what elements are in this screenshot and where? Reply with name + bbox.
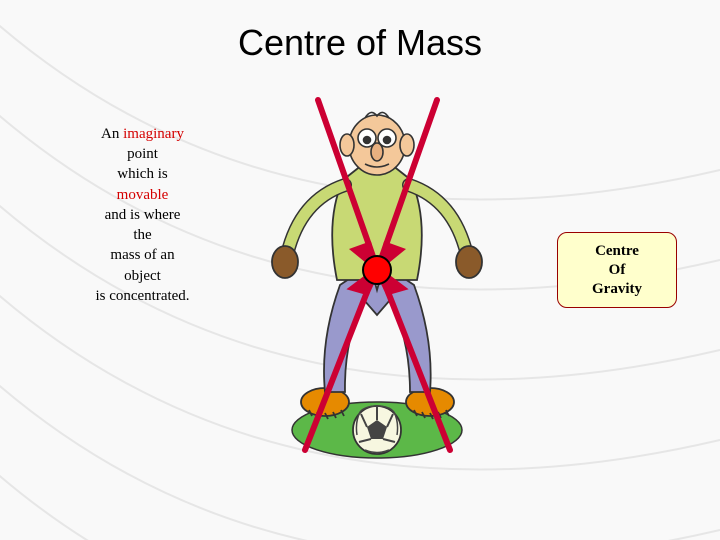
t4: movable bbox=[117, 187, 169, 203]
page-title: Centre of Mass bbox=[0, 22, 720, 64]
goalkeeper-figure bbox=[265, 90, 490, 470]
thought-text: An imaginary point which is movable and … bbox=[95, 124, 189, 306]
t3: which is bbox=[117, 166, 167, 182]
lab1: Centre bbox=[595, 243, 639, 259]
t8: object bbox=[124, 268, 161, 284]
t1a: An bbox=[101, 126, 123, 142]
thought-cloud: An imaginary point which is movable and … bbox=[55, 115, 230, 315]
t1b: imaginary bbox=[123, 126, 184, 142]
t7: mass of an bbox=[110, 247, 174, 263]
lab3: Gravity bbox=[592, 281, 642, 297]
t6: the bbox=[133, 227, 151, 243]
centre-of-mass-dot bbox=[363, 256, 391, 284]
t5: and is where bbox=[105, 207, 181, 223]
gravity-label: Centre Of Gravity bbox=[557, 232, 677, 308]
soccer-ball-icon bbox=[353, 406, 401, 454]
t2: point bbox=[127, 146, 158, 162]
t9: is concentrated. bbox=[95, 288, 189, 304]
lab2: Of bbox=[609, 262, 626, 278]
head bbox=[340, 112, 414, 175]
